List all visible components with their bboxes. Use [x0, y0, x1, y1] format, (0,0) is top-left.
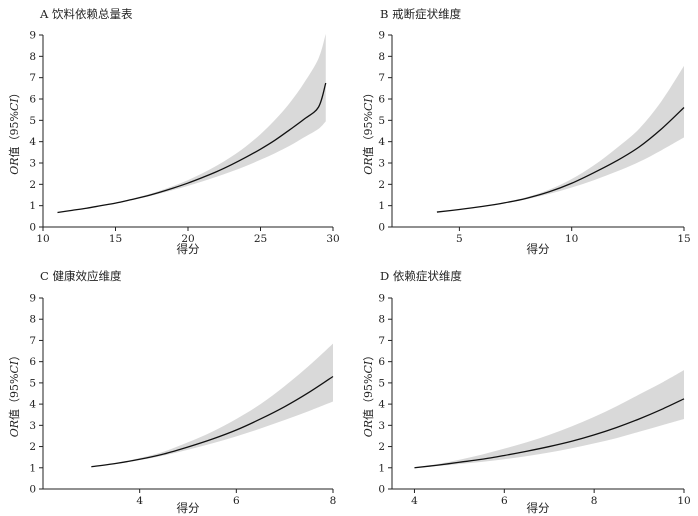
or-curve — [414, 398, 685, 469]
y-axis-label-text: 值（95% — [8, 374, 21, 420]
y-tick-label: 5 — [29, 115, 36, 127]
x-tick-label: 10 — [36, 233, 49, 245]
x-tick-label: 8 — [330, 495, 337, 507]
y-axis-label-text: ） — [362, 87, 375, 98]
confidence-band — [57, 33, 326, 213]
x-tick-label: 4 — [136, 495, 143, 507]
chart-title: C 健康效应维度 — [40, 269, 122, 283]
y-tick-label: 7 — [29, 335, 36, 347]
x-tick-label: 10 — [565, 233, 578, 245]
y-tick-label: 8 — [378, 51, 385, 63]
y-tick-label: 2 — [29, 179, 36, 191]
chart-panel-d: D 依赖症状维度 0 1 2 3 4 5 6 7 8 9 4 6 8 10 得分 OR值（95%CI） — [362, 269, 691, 515]
y-tick-label: 6 — [378, 94, 385, 106]
chart-panel-a: A 饮料依赖总量表 0 1 2 3 4 5 6 7 8 9 10 15 20 25 30 得分 OR值（95%CI… — [8, 7, 340, 256]
y-tick-label: 0 — [29, 484, 36, 496]
y-tick-label: 5 — [378, 115, 385, 127]
y-axis-label-italic: OR — [8, 157, 21, 174]
y-tick-label: 0 — [378, 222, 385, 234]
x-tick-label: 25 — [254, 233, 267, 245]
confidence-band — [414, 370, 684, 468]
y-tick-label: 2 — [29, 441, 36, 453]
or-curve — [436, 107, 685, 213]
chart-panel-c: C 健康效应维度 0 1 2 3 4 5 6 7 8 9 4 6 8 得分 OR值（95%CI） — [8, 269, 336, 515]
x-tick-label: 20 — [181, 233, 194, 245]
y-tick-label: 3 — [29, 420, 36, 432]
y-axis-label: OR值（95%CI） — [362, 87, 375, 175]
y-tick-label: 4 — [378, 399, 385, 411]
y-axis-label-text: ） — [8, 350, 21, 361]
y-tick-label: 1 — [29, 200, 36, 212]
x-axis-label: 得分 — [527, 242, 550, 256]
y-tick-label: 4 — [29, 136, 36, 148]
chart-title: B 戒断症状维度 — [380, 7, 462, 21]
confidence-band — [436, 65, 684, 213]
y-axis-label-text: ） — [362, 350, 375, 361]
y-tick-label: 9 — [29, 293, 36, 305]
y-tick-label: 0 — [378, 484, 385, 496]
y-tick-label: 5 — [29, 377, 36, 389]
y-tick-label: 4 — [378, 136, 385, 148]
y-tick-label: 6 — [29, 356, 36, 368]
y-tick-label: 9 — [378, 293, 385, 305]
x-tick-label: 6 — [233, 495, 240, 507]
y-axis-label: OR值（95%CI） — [8, 350, 21, 438]
x-tick-label: 15 — [109, 233, 122, 245]
y-tick-label: 6 — [378, 356, 385, 368]
y-axis-label-text: 值（95% — [362, 374, 375, 420]
y-tick-label: 0 — [29, 222, 36, 234]
y-axis-label-text: 值（95% — [8, 111, 21, 157]
y-tick-label: 2 — [378, 179, 385, 191]
y-tick-label: 6 — [29, 94, 36, 106]
x-axis-label: 得分 — [177, 501, 200, 515]
y-tick-label: 3 — [378, 158, 385, 170]
y-tick-label: 1 — [378, 200, 385, 212]
y-tick-label: 8 — [29, 314, 36, 326]
y-axis-label-italic: OR — [362, 157, 375, 174]
y-axis-label: OR值（95%CI） — [362, 350, 375, 438]
y-tick-label: 1 — [29, 462, 36, 474]
chart-title: D 依赖症状维度 — [380, 269, 462, 283]
y-axis-label-italic: OR — [8, 420, 21, 437]
y-tick-label: 3 — [378, 420, 385, 432]
y-axis-label: OR值（95%CI） — [8, 87, 21, 175]
y-axis-label-text: 值（95% — [362, 111, 375, 157]
x-tick-label: 10 — [677, 495, 690, 507]
x-tick-label: 30 — [326, 233, 339, 245]
or-curve — [57, 82, 327, 214]
y-axis-label-italic: OR — [362, 420, 375, 437]
y-axis-label-text: ） — [8, 87, 21, 98]
x-tick-label: 5 — [456, 233, 463, 245]
chart-title: A 饮料依赖总量表 — [39, 7, 133, 21]
y-tick-label: 7 — [29, 72, 36, 84]
y-axis-label-italic: CI — [362, 360, 375, 373]
x-tick-label: 8 — [591, 495, 598, 507]
chart-panel-b: B 戒断症状维度 0 1 2 3 4 5 6 7 8 9 5 10 15 得分 OR值（95%CI） — [362, 7, 691, 256]
y-axis-label-italic: CI — [362, 98, 375, 111]
y-tick-label: 1 — [378, 462, 385, 474]
y-axis-label-italic: CI — [8, 360, 21, 373]
y-tick-label: 5 — [378, 377, 385, 389]
y-tick-label: 4 — [29, 399, 36, 411]
y-tick-label: 7 — [378, 72, 385, 84]
y-tick-label: 8 — [29, 51, 36, 63]
y-tick-label: 9 — [378, 30, 385, 42]
x-tick-label: 4 — [411, 495, 418, 507]
x-axis-label: 得分 — [177, 242, 200, 256]
y-tick-label: 8 — [378, 314, 385, 326]
confidence-band — [91, 343, 333, 467]
y-tick-label: 3 — [29, 158, 36, 170]
y-tick-label: 7 — [378, 335, 385, 347]
y-axis-label-italic: CI — [8, 98, 21, 111]
x-axis-label: 得分 — [527, 501, 550, 515]
y-tick-label: 2 — [378, 441, 385, 453]
x-tick-label: 6 — [501, 495, 508, 507]
y-tick-label: 9 — [29, 30, 36, 42]
or-curve — [91, 375, 334, 468]
x-tick-label: 15 — [677, 233, 690, 245]
